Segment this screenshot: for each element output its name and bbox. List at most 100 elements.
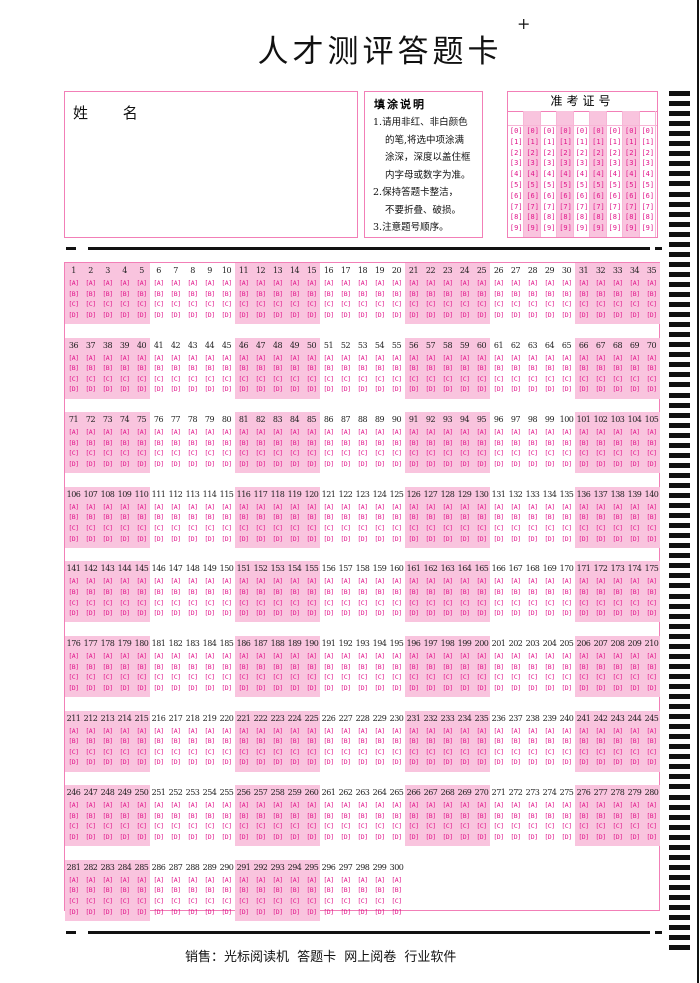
option-bubble-A[interactable]: [A] — [306, 428, 317, 437]
option-bubble-B[interactable]: [B] — [323, 289, 334, 298]
option-bubble-A[interactable]: [A] — [323, 801, 334, 810]
option-bubble-D[interactable]: [D] — [306, 460, 317, 468]
option-bubble-C[interactable]: [C] — [102, 374, 113, 383]
option-bubble-D[interactable]: [D] — [612, 683, 623, 692]
option-bubble-A[interactable]: [A] — [595, 801, 606, 810]
option-bubble-A[interactable]: [A] — [272, 502, 283, 511]
option-bubble-D[interactable]: [D] — [612, 385, 623, 394]
option-bubble-A[interactable]: [A] — [323, 726, 334, 735]
option-bubble-C[interactable]: [C] — [374, 897, 385, 905]
option-bubble-C[interactable]: [C] — [136, 897, 147, 905]
option-bubble-B[interactable]: [B] — [85, 811, 96, 820]
option-bubble-D[interactable]: [D] — [527, 534, 538, 543]
exam-id-bubble-0[interactable]: [0] — [575, 127, 589, 135]
option-bubble-B[interactable]: [B] — [595, 588, 606, 596]
option-bubble-D[interactable]: [D] — [153, 310, 164, 319]
option-bubble-B[interactable]: [B] — [510, 513, 521, 522]
option-bubble-A[interactable]: [A] — [476, 577, 487, 586]
exam-id-bubble-7[interactable]: [7] — [575, 202, 589, 211]
option-bubble-A[interactable]: [A] — [289, 577, 300, 586]
option-bubble-B[interactable]: [B] — [391, 289, 402, 298]
exam-id-bubble-8[interactable]: [8] — [526, 213, 539, 222]
option-bubble-B[interactable]: [B] — [612, 364, 623, 373]
option-bubble-B[interactable]: [B] — [340, 289, 351, 298]
option-bubble-C[interactable]: [C] — [357, 449, 368, 458]
option-bubble-D[interactable]: [D] — [544, 534, 555, 543]
option-bubble-B[interactable]: [B] — [595, 289, 606, 298]
option-bubble-A[interactable]: [A] — [357, 502, 368, 511]
option-bubble-A[interactable]: [A] — [459, 502, 470, 511]
option-bubble-C[interactable]: [C] — [442, 300, 453, 309]
option-bubble-D[interactable]: [D] — [425, 758, 436, 767]
option-bubble-A[interactable]: [A] — [595, 726, 606, 735]
option-bubble-D[interactable]: [D] — [85, 683, 96, 692]
option-bubble-D[interactable]: [D] — [289, 833, 300, 841]
option-bubble-A[interactable]: [A] — [153, 577, 164, 586]
option-bubble-A[interactable]: [A] — [68, 577, 79, 586]
option-bubble-C[interactable]: [C] — [255, 598, 266, 607]
option-bubble-D[interactable]: [D] — [153, 907, 164, 916]
option-bubble-B[interactable]: [B] — [629, 289, 640, 298]
option-bubble-D[interactable]: [D] — [238, 534, 249, 543]
option-bubble-B[interactable]: [B] — [85, 513, 96, 522]
option-bubble-C[interactable]: [C] — [289, 300, 300, 309]
option-bubble-C[interactable]: [C] — [170, 897, 181, 905]
option-bubble-A[interactable]: [A] — [493, 652, 504, 660]
option-bubble-C[interactable]: [C] — [459, 598, 470, 607]
option-bubble-A[interactable]: [A] — [272, 353, 283, 362]
option-bubble-B[interactable]: [B] — [68, 289, 79, 298]
option-bubble-D[interactable]: [D] — [204, 758, 215, 767]
option-bubble-C[interactable]: [C] — [425, 449, 436, 458]
option-bubble-A[interactable]: [A] — [85, 875, 96, 884]
option-bubble-C[interactable]: [C] — [306, 897, 317, 905]
option-bubble-A[interactable]: [A] — [221, 801, 232, 810]
option-bubble-B[interactable]: [B] — [238, 513, 249, 522]
option-bubble-D[interactable]: [D] — [629, 460, 640, 468]
option-bubble-A[interactable]: [A] — [68, 428, 79, 437]
option-bubble-D[interactable]: [D] — [238, 683, 249, 692]
option-bubble-C[interactable]: [C] — [119, 747, 130, 756]
option-bubble-D[interactable]: [D] — [544, 758, 555, 767]
option-bubble-A[interactable]: [A] — [85, 428, 96, 437]
option-bubble-D[interactable]: [D] — [357, 310, 368, 319]
option-bubble-B[interactable]: [B] — [510, 588, 521, 596]
option-bubble-D[interactable]: [D] — [459, 534, 470, 543]
option-bubble-C[interactable]: [C] — [612, 598, 623, 607]
option-bubble-B[interactable]: [B] — [646, 438, 657, 447]
option-bubble-A[interactable]: [A] — [476, 502, 487, 511]
option-bubble-B[interactable]: [B] — [425, 588, 436, 596]
exam-id-bubble-0[interactable]: [0] — [559, 127, 572, 135]
option-bubble-C[interactable]: [C] — [544, 747, 555, 756]
option-bubble-C[interactable]: [C] — [85, 449, 96, 458]
exam-id-bubble-8[interactable]: [8] — [625, 213, 638, 222]
option-bubble-A[interactable]: [A] — [374, 577, 385, 586]
option-bubble-D[interactable]: [D] — [391, 460, 402, 468]
option-bubble-A[interactable]: [A] — [391, 353, 402, 362]
option-bubble-B[interactable]: [B] — [510, 737, 521, 746]
option-bubble-A[interactable]: [A] — [238, 279, 249, 287]
option-bubble-D[interactable]: [D] — [544, 385, 555, 394]
option-bubble-D[interactable]: [D] — [527, 833, 538, 841]
option-bubble-C[interactable]: [C] — [119, 449, 130, 458]
option-bubble-D[interactable]: [D] — [306, 758, 317, 767]
option-bubble-B[interactable]: [B] — [425, 513, 436, 522]
option-bubble-D[interactable]: [D] — [102, 833, 113, 841]
option-bubble-A[interactable]: [A] — [578, 353, 589, 362]
option-bubble-B[interactable]: [B] — [527, 438, 538, 447]
option-bubble-D[interactable]: [D] — [442, 833, 453, 841]
option-bubble-B[interactable]: [B] — [289, 438, 300, 447]
option-bubble-A[interactable]: [A] — [238, 875, 249, 884]
option-bubble-D[interactable]: [D] — [646, 385, 657, 394]
option-bubble-C[interactable]: [C] — [272, 524, 283, 532]
option-bubble-A[interactable]: [A] — [646, 279, 657, 287]
option-bubble-A[interactable]: [A] — [255, 353, 266, 362]
option-bubble-C[interactable]: [C] — [119, 673, 130, 682]
option-bubble-C[interactable]: [C] — [595, 598, 606, 607]
option-bubble-D[interactable]: [D] — [544, 310, 555, 319]
option-bubble-B[interactable]: [B] — [374, 588, 385, 596]
option-bubble-B[interactable]: [B] — [136, 364, 147, 373]
option-bubble-A[interactable]: [A] — [493, 279, 504, 287]
option-bubble-A[interactable]: [A] — [578, 652, 589, 660]
option-bubble-B[interactable]: [B] — [153, 438, 164, 447]
option-bubble-C[interactable]: [C] — [510, 300, 521, 309]
